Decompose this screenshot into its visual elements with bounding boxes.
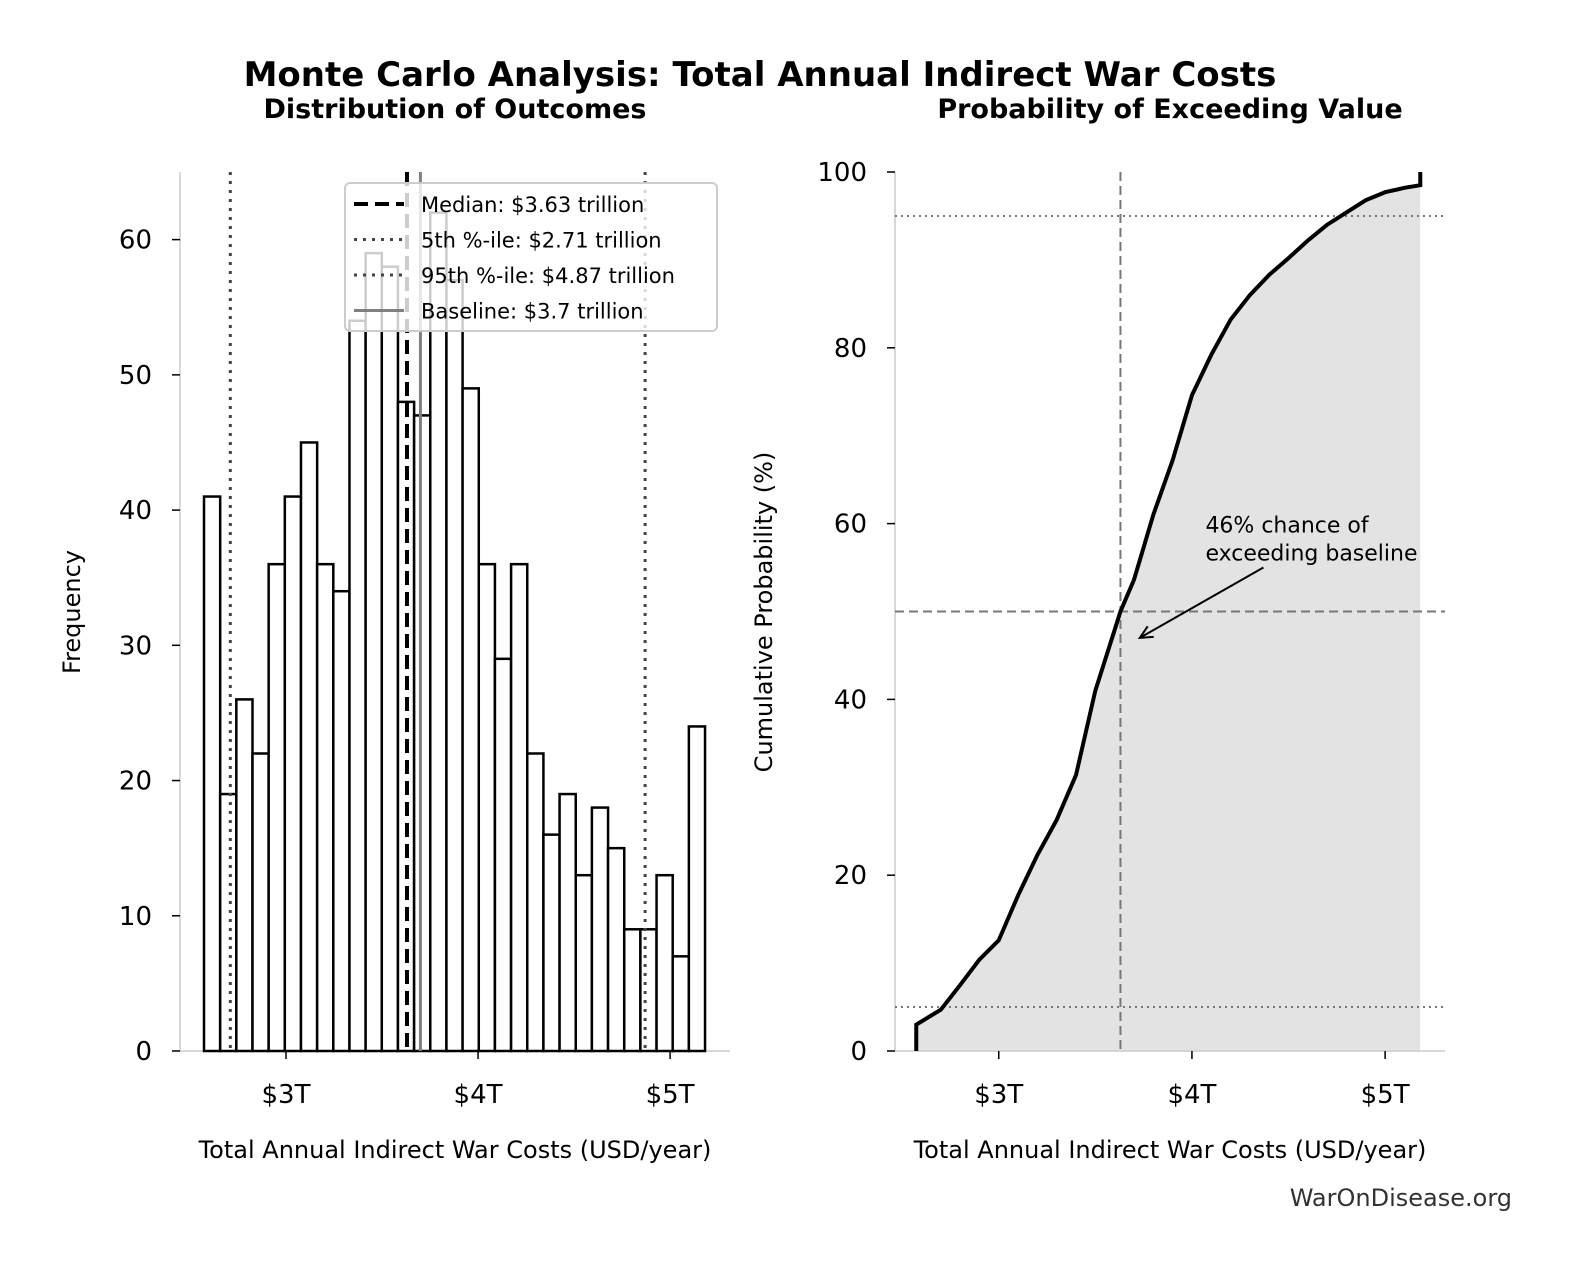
legend-label: Median: $3.63 trillion [421, 193, 644, 217]
arrow-head-icon [1137, 625, 1154, 640]
histogram-bar [590, 806, 610, 1053]
watermark: WarOnDisease.org [1290, 1184, 1512, 1212]
y-tick-label: 100 [817, 158, 867, 188]
x-tick-label: $5T [646, 1080, 695, 1110]
histogram-bar [251, 752, 270, 1053]
histogram-bar [364, 251, 384, 1053]
y-tick-label: 40 [834, 685, 867, 715]
legend-label: 95th %-ile: $4.87 trillion [421, 264, 675, 288]
legend-label: Baseline: $3.7 trillion [421, 300, 644, 324]
histogram-bar [412, 414, 432, 1053]
y-tick-label: 20 [834, 861, 867, 891]
legend-label: 5th %-ile: $2.71 trillion [421, 229, 662, 253]
x-tick-label: $3T [974, 1080, 1023, 1110]
left-xlabel: Total Annual Indirect War Costs (USD/yea… [198, 1136, 712, 1164]
y-tick-label: 80 [834, 334, 867, 364]
x-tick-label: $3T [262, 1080, 311, 1110]
suptitle: Monte Carlo Analysis: Total Annual Indir… [244, 55, 1277, 95]
y-tick-label: 60 [119, 226, 152, 256]
histogram-bar [267, 562, 287, 1053]
left-title: Distribution of Outcomes [264, 94, 647, 125]
histogram-bar [429, 211, 448, 1053]
histogram-bar [348, 319, 367, 1053]
histogram-bar [218, 792, 238, 1053]
histogram-bar [202, 495, 222, 1053]
histogram-bar [283, 495, 303, 1053]
histogram-bar [558, 792, 577, 1053]
histogram-bar [332, 589, 351, 1053]
histogram-panel: 0 10 20 30 40 50 60 $3T $4T $5T Median: $3.63 tril… [119, 172, 730, 1110]
histogram-bar [445, 278, 464, 1053]
y-tick-label: 10 [119, 902, 152, 932]
annotation-text: 46% chance of [1205, 513, 1369, 538]
right-title: Probability of Exceeding Value [937, 94, 1402, 125]
x-tick-label: $4T [454, 1080, 503, 1110]
y-tick-label: 60 [834, 510, 867, 540]
y-tick-label: 30 [119, 631, 152, 661]
histogram-bar [622, 928, 642, 1053]
y-tick-label: 50 [119, 361, 152, 391]
y-tick-label: 0 [135, 1037, 152, 1067]
annotation-arrow [1139, 566, 1264, 639]
histogram-bar [299, 441, 319, 1053]
histogram-bar [655, 873, 674, 1053]
histogram-bar [509, 562, 529, 1053]
histogram-bar [493, 657, 513, 1053]
x-tick-label: $5T [1361, 1080, 1410, 1110]
right-xlabel: Total Annual Indirect War Costs (USD/yea… [913, 1136, 1427, 1164]
y-tick-label: 20 [119, 767, 152, 797]
histogram-bar [671, 955, 691, 1053]
annotation-text: exceeding baseline [1205, 541, 1417, 566]
histogram-bar [477, 562, 497, 1053]
histogram-bar [235, 698, 254, 1053]
legend: Median: $3.63 trillion 5th %-ile: $2.71 t… [344, 182, 718, 332]
histogram-bar [639, 928, 658, 1053]
histogram-bar [574, 873, 594, 1053]
y-tick-label: 40 [119, 496, 152, 526]
histogram-bar [461, 387, 481, 1053]
legend-box [344, 182, 718, 332]
x-tick-label: $4T [1167, 1080, 1216, 1110]
histogram-bar [526, 752, 545, 1053]
right-ylabel: Cumulative Probability (%) [750, 452, 778, 773]
y-tick-label: 0 [850, 1037, 867, 1067]
histogram-bar [315, 562, 335, 1053]
histogram-bar [380, 265, 400, 1053]
left-ylabel: Frequency [58, 550, 86, 674]
histogram-bar [606, 846, 626, 1053]
histogram-bar [687, 725, 707, 1053]
histogram-bar [542, 833, 561, 1053]
cdf-line [914, 172, 1423, 1051]
cdf-panel: 0 20 40 60 80 100 $3T $4T $5T 46% chance of exceed… [817, 158, 1445, 1110]
